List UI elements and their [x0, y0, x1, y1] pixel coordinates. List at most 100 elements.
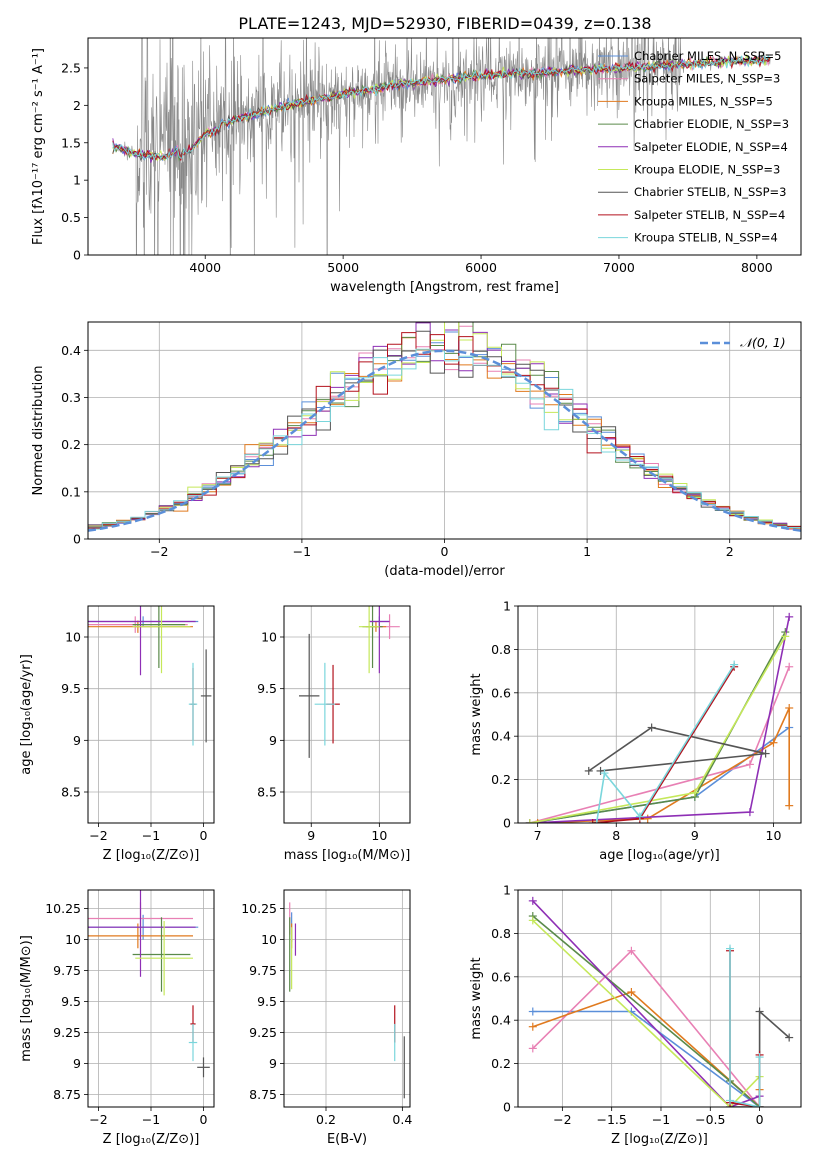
y-tick-label: 0.4 — [491, 1013, 511, 1028]
legend-entry: Salpeter STELIB, N_SSP=4 — [634, 208, 785, 222]
point-kroupa_elodie — [135, 921, 193, 996]
x-tick-label: 9 — [307, 828, 315, 843]
marker-salpeter_miles — [745, 760, 754, 769]
gaussian-curve — [88, 349, 801, 532]
marker-kroupa_miles — [643, 814, 652, 823]
weight-line-kroupa_elodie — [532, 919, 761, 1107]
marker-kroupa_stelib — [592, 819, 601, 823]
marker-kroupa_miles — [785, 801, 794, 810]
y-axis-label: Flux [fλ10⁻¹⁷ erg cm⁻² s⁻¹ A⁻¹] — [31, 48, 46, 245]
marker-salpeter_elodie — [785, 612, 794, 621]
x-tick-label: 0 — [756, 1112, 764, 1127]
y-tick-label: 9 — [269, 1056, 277, 1071]
marker-salpeter_miles — [785, 662, 794, 671]
axes-frame — [283, 889, 411, 1108]
x-axis-label: Z [log₁₀(Z/Z⊙)] — [611, 1132, 708, 1147]
figure-title: PLATE=1243, MJD=52930, FIBERID=0439, z=0… — [238, 14, 651, 33]
x-tick-label: −1.5 — [596, 1112, 626, 1127]
axes-frame — [87, 889, 215, 1108]
marker-chabrier_stelib — [584, 766, 593, 775]
y-tick-label: 10 — [65, 630, 81, 645]
panel-mass_vs_ebv: 0.2 0.4 8.75 9 9.25 9.5 9.75 10 10.25 E(B-V) — [241, 889, 412, 1147]
y-tick-label: 8.5 — [257, 785, 277, 800]
panel-weight_vs_age: 7 8 9 10 0 0.2 0.4 0.6 0.8 1 age [log₁₀(age/yr)] ma… — [469, 599, 802, 863]
marker-kroupa_miles — [533, 819, 542, 823]
weight-line-salpeter_miles — [532, 949, 761, 1107]
marker-kroupa_stelib — [635, 812, 644, 821]
y-tick-label: 0.2 — [61, 437, 81, 452]
x-tick-label: 5000 — [327, 260, 359, 275]
x-tick-label: −1 — [142, 828, 160, 843]
panel-spectrum: 4000 5000 6000 7000 8000 0 0.5 1 1.5 2 2.5 waveleng… — [31, 37, 802, 295]
panel-age_vs_Z: −2 −1 0 8.5 9 9.5 10 Z [log₁₀(Z/Z⊙)] age [log₁₀(… — [19, 605, 215, 863]
x-tick-label: −1 — [652, 1112, 670, 1127]
point-chabrier_elodie — [132, 917, 191, 992]
legend-entry: Kroupa MILES, N_SSP=5 — [634, 94, 773, 108]
legend: Chabrier MILES, N_SSP=5 Salpeter MILES, N… — [598, 49, 789, 245]
x-tick-label: −2 — [150, 544, 168, 559]
y-tick-label: 10 — [261, 932, 277, 947]
marker-chabrier_stelib — [785, 1033, 794, 1042]
model-line-kroupa_stelib — [112, 55, 771, 161]
histogram-salpeter_stelib — [88, 332, 801, 529]
x-axis-label: (data-model)/error — [384, 564, 505, 579]
marker-salpeter_miles — [528, 1044, 537, 1053]
panels: 4000 5000 6000 7000 800000.511.522.5waveleng… — [19, 37, 802, 1147]
marker-kroupa_elodie — [781, 632, 790, 641]
marker-chabrier_stelib — [596, 766, 605, 775]
y-tick-label: 1 — [73, 173, 81, 188]
axes-frame — [87, 321, 802, 540]
axes-frame — [517, 889, 802, 1108]
x-tick-label: 7000 — [603, 260, 635, 275]
x-tick-label: 0 — [441, 544, 449, 559]
panel-weight_vs_Z: −2 −1.5 −1 −0.5 0 0 0.2 0.4 0.6 0.8 1 Z [log₁₀(Z/Z⊙… — [469, 883, 802, 1147]
y-tick-label: 2.5 — [61, 60, 81, 75]
axes-frame — [283, 605, 411, 824]
y-tick-label: 9.5 — [61, 681, 81, 696]
legend-entry: Kroupa STELIB, N_SSP=4 — [634, 231, 778, 245]
x-tick-label: 10 — [371, 828, 387, 843]
marker-chabrier_stelib — [647, 723, 656, 732]
point-salpeter_elodie — [369, 606, 390, 674]
marker-kroupa_elodie — [690, 788, 699, 797]
y-tick-label: 9 — [73, 1056, 81, 1071]
plot-area — [88, 322, 801, 532]
x-tick-label: 4000 — [189, 260, 221, 275]
panel-mass_vs_Z: −2 −1 0 8.75 9 9.25 9.5 9.75 10 10.25 Z [log₁₀(Z/Z… — [19, 889, 215, 1147]
marker-kroupa_stelib — [600, 769, 609, 778]
marker-kroupa_stelib — [755, 1103, 764, 1107]
y-tick-label: 8.75 — [53, 1087, 81, 1102]
plot-area — [88, 606, 212, 746]
point-kroupa_elodie — [132, 606, 191, 674]
legend-entry: Kroupa ELODIE, N_SSP=3 — [634, 163, 780, 177]
y-tick-label: 0 — [73, 248, 81, 263]
weight-line-chabrier_elodie — [529, 631, 787, 823]
plot-area — [298, 606, 400, 758]
y-tick-label: 2 — [73, 98, 81, 113]
y-tick-label: 1 — [503, 599, 511, 614]
histogram-kroupa_stelib — [88, 348, 801, 530]
y-tick-label: 10.25 — [241, 901, 277, 916]
x-tick-label: 0.2 — [316, 1112, 336, 1127]
point-salpeter_elodie — [88, 606, 196, 676]
weight-line-kroupa_miles — [532, 991, 761, 1107]
point-kroupa_stelib — [188, 662, 198, 746]
weight-line-chabrier_miles — [532, 1010, 761, 1107]
x-tick-label: −2 — [553, 1112, 571, 1127]
weight-line-salpeter_stelib — [592, 666, 735, 823]
y-axis-label: age [log₁₀(age/yr)] — [19, 654, 34, 775]
y-tick-label: 0.4 — [491, 729, 511, 744]
y-tick-label: 8.75 — [249, 1087, 277, 1102]
x-tick-label: −0.5 — [695, 1112, 725, 1127]
x-tick-label: 0.4 — [392, 1112, 412, 1127]
legend-entry: Chabrier STELIB, N_SSP=3 — [634, 185, 786, 199]
y-tick-label: 0.6 — [491, 969, 511, 984]
legend-entry: 𝒩(0, 1) — [740, 335, 786, 350]
marker-kroupa_miles — [769, 738, 778, 747]
x-tick-label: 10 — [766, 828, 782, 843]
point-chabrier_elodie — [132, 606, 186, 668]
x-tick-label: −1 — [142, 1112, 160, 1127]
legend-entry: Salpeter ELODIE, N_SSP=4 — [634, 140, 788, 154]
y-tick-label: 10.25 — [45, 901, 81, 916]
